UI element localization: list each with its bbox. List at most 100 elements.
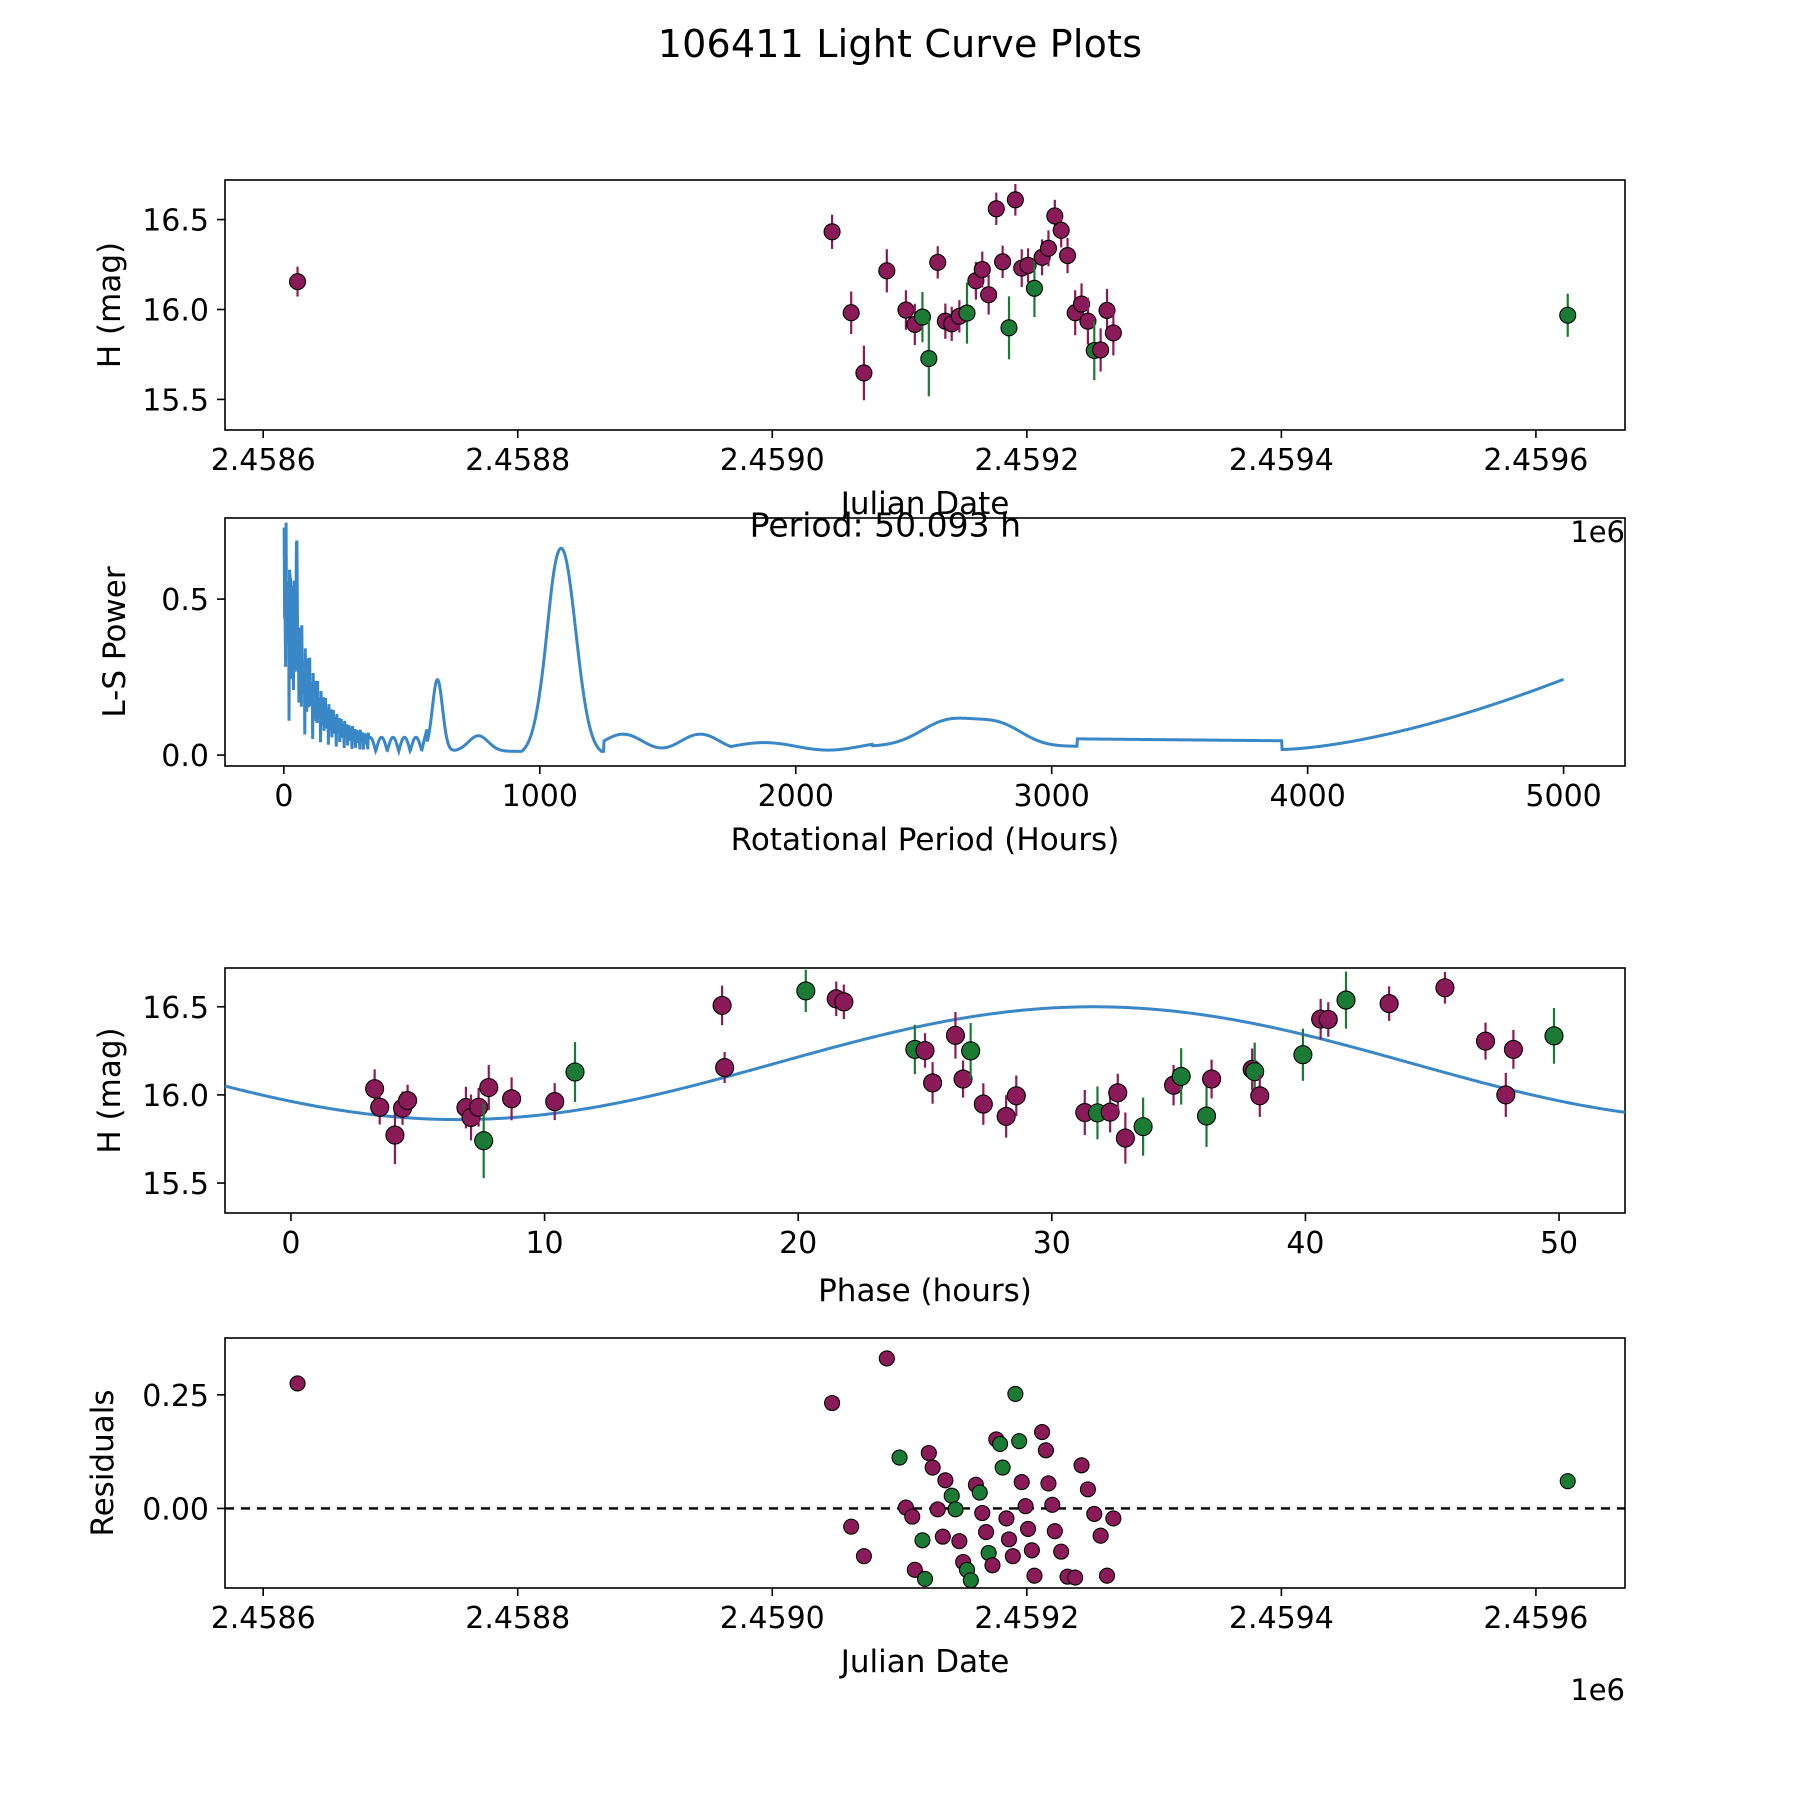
data-point [878,262,896,280]
data-point [1006,191,1024,209]
data-point [365,1079,385,1099]
x-tick-label: 5000 [1525,779,1601,814]
data-point [994,253,1012,271]
data-point [923,1073,943,1093]
data-point [953,1069,973,1089]
data-point [1017,1498,1034,1515]
data-point [545,1092,565,1112]
data-point [914,1532,931,1549]
data-point [1105,1510,1122,1527]
data-point [1092,341,1110,359]
data-point [1496,1085,1516,1105]
data-point [1067,1569,1084,1586]
x-axis-label: Phase (hours) [818,1273,1032,1309]
data-point [1250,1086,1270,1106]
data-point [1379,994,1399,1014]
data-point [958,304,976,322]
data-point [1115,1128,1135,1148]
y-tick-label: 16.0 [142,293,209,328]
x-tick-label: 2.4596 [1483,443,1588,478]
data-point [1073,1457,1090,1474]
data-point [992,1435,1009,1452]
data-point [1092,1527,1109,1544]
data-point [855,1548,872,1565]
data-point [1052,221,1070,239]
data-point [929,253,947,271]
data-point [1202,1069,1222,1089]
y-axis-label: L-S Power [97,566,133,717]
data-point [715,1058,735,1078]
data-point [1108,1083,1128,1103]
data-point [1100,1102,1120,1122]
x-axis-offset-label: 1e6 [1570,515,1625,549]
data-point [904,1508,921,1525]
data-point [916,1570,934,1587]
data-point [929,1501,946,1518]
data-point [479,1077,499,1098]
data-point [945,1025,965,1045]
data-point [796,981,816,1001]
data-point [984,1557,1001,1574]
x-tick-label: 2.4588 [465,1601,570,1636]
y-tick-label: 15.5 [142,383,209,418]
data-point [1044,1496,1061,1513]
data-point [1104,324,1122,342]
panel-phase-folded: 16.5 16.0 15.5 0 10 20 30 40 50 Phase (hours) H (m… [0,950,1800,1309]
data-point [1053,1543,1070,1560]
x-tick-label: 1000 [502,779,578,814]
x-tick-label: 50 [1540,1226,1578,1261]
data-point [878,1350,895,1367]
data-point [1098,301,1116,319]
data-point [1011,1433,1028,1450]
data-point [1559,306,1577,324]
data-point [1040,1475,1057,1492]
y-tick-label: 16.0 [142,1079,209,1114]
data-point [1026,1567,1043,1584]
panel-residuals: 0.25 0.00 2.4586 2.4588 2.4590 2.4592 2.4594 2.… [0,1320,1800,1707]
sinusoid-fit-line [224,1005,1626,1122]
data-point [823,223,841,241]
x-axis-label: Rotational Period (Hours) [731,822,1120,858]
data-point [1000,319,1018,337]
x-tick-label: 2.4592 [974,1601,1079,1636]
data-point-group [365,969,1564,1179]
x-axis-offset-label: 1e6 [1570,1673,1625,1707]
data-point [1004,1548,1021,1565]
data-point [934,1528,951,1545]
data-point [1079,312,1097,330]
x-tick-label: 2000 [758,779,834,814]
x-tick-label: 10 [525,1226,563,1261]
x-tick-label: 2.4594 [1229,443,1334,478]
data-point [712,995,732,1015]
data-point [1072,295,1091,313]
data-point [1559,1473,1576,1490]
data-point [1086,1505,1103,1522]
data-point [1020,1520,1037,1537]
data-point [824,1394,841,1412]
data-point [1245,1062,1265,1082]
data-point [1013,1474,1030,1491]
axes-frame [224,179,1626,431]
data-point [962,1572,979,1589]
data-point [1133,1117,1153,1137]
data-point [1336,990,1356,1010]
x-tick-label: 2.4596 [1483,1601,1588,1636]
axes-frame [224,517,1626,767]
data-point [1025,279,1044,297]
data-point [974,1504,991,1522]
data-point [998,1510,1015,1527]
data-point [1034,1424,1051,1441]
y-axis-label: H (mag) [92,242,128,368]
x-axis-label: Julian Date [839,1644,1010,1680]
panel-light-curve: 16.5 16.0 15.5 2.4586 2.4588 2.4590 2.4592 2.45… [0,150,1800,549]
data-point [951,1533,968,1550]
data-point [937,1472,954,1489]
data-point [913,308,932,326]
x-tick-label: 2.4594 [1229,1601,1334,1636]
x-tick-label: 30 [1033,1226,1071,1261]
data-point [980,286,998,304]
data-point [996,1106,1016,1126]
y-tick-label: 0.00 [142,1492,209,1527]
x-tick-label: 2.4588 [465,443,570,478]
data-point [1079,1481,1096,1498]
